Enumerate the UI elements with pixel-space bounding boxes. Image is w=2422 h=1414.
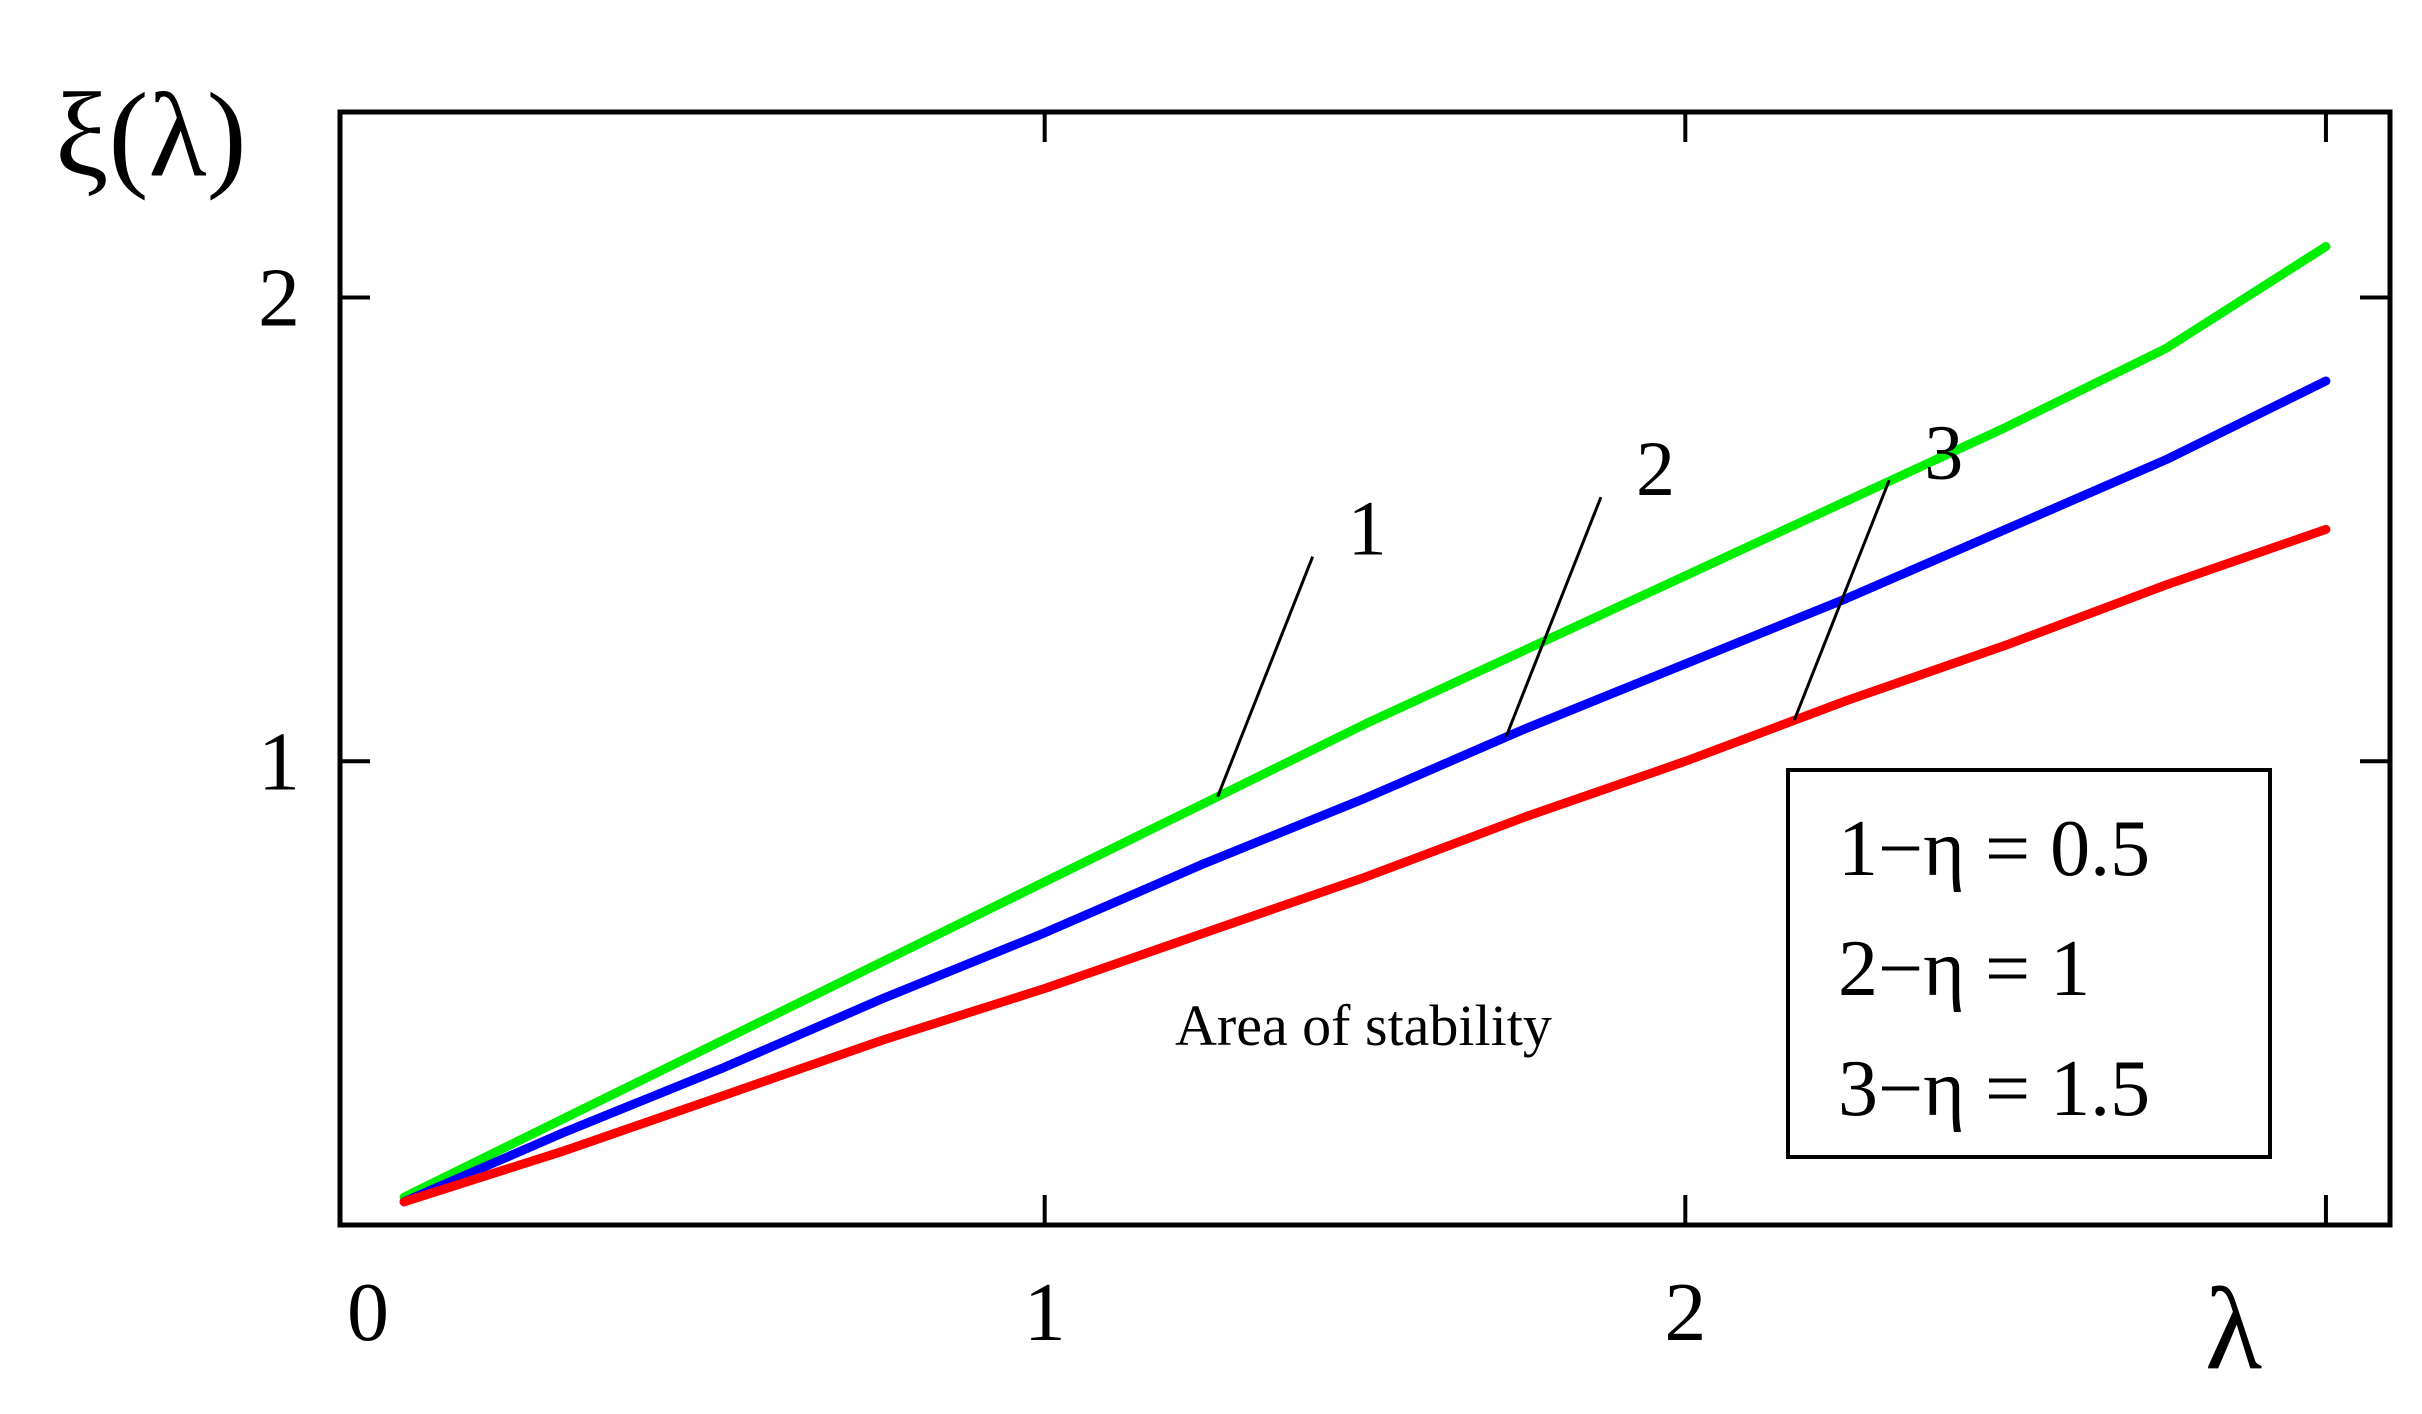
x-tick-label: 0	[347, 1266, 389, 1359]
curve-label-leader	[1792, 479, 1891, 721]
axis-ticks: 0 1 2 1 2	[258, 112, 2390, 1359]
legend-box	[1786, 768, 2272, 1159]
series-line-3	[399, 524, 2331, 1207]
curve-label-leader	[1216, 556, 1315, 798]
legend-entry-1: 1−η = 0.5	[1838, 805, 2150, 893]
x-tick-label: 2	[1664, 1266, 1706, 1359]
x-tick-label: 1	[1024, 1266, 1066, 1359]
y-tick-label: 1	[258, 715, 300, 808]
curve-label-3: 3	[1924, 408, 1963, 495]
annotation-text: Area of stability	[1175, 993, 1552, 1058]
x-axis-title: λ	[2205, 1263, 2262, 1394]
series-lines	[399, 242, 2331, 1207]
series-line-1	[399, 242, 2331, 1202]
plot-frame	[337, 109, 2393, 1228]
series-line-2	[399, 376, 2331, 1207]
legend-entry-3: 3−η = 1.5	[1838, 1045, 2150, 1133]
curve-label-2: 2	[1636, 425, 1675, 512]
legend: 1−η = 0.5 2−η = 1 3−η = 1.5	[1786, 768, 2272, 1159]
legend-entry-2: 2−η = 1	[1838, 925, 2090, 1013]
curve-label-leader	[1504, 496, 1603, 738]
curve-labels: 1 2 3	[1216, 408, 1963, 798]
curve-label-1: 1	[1348, 485, 1387, 572]
y-tick-label: 2	[258, 252, 300, 345]
y-axis-title: ξ(λ)	[55, 68, 247, 201]
